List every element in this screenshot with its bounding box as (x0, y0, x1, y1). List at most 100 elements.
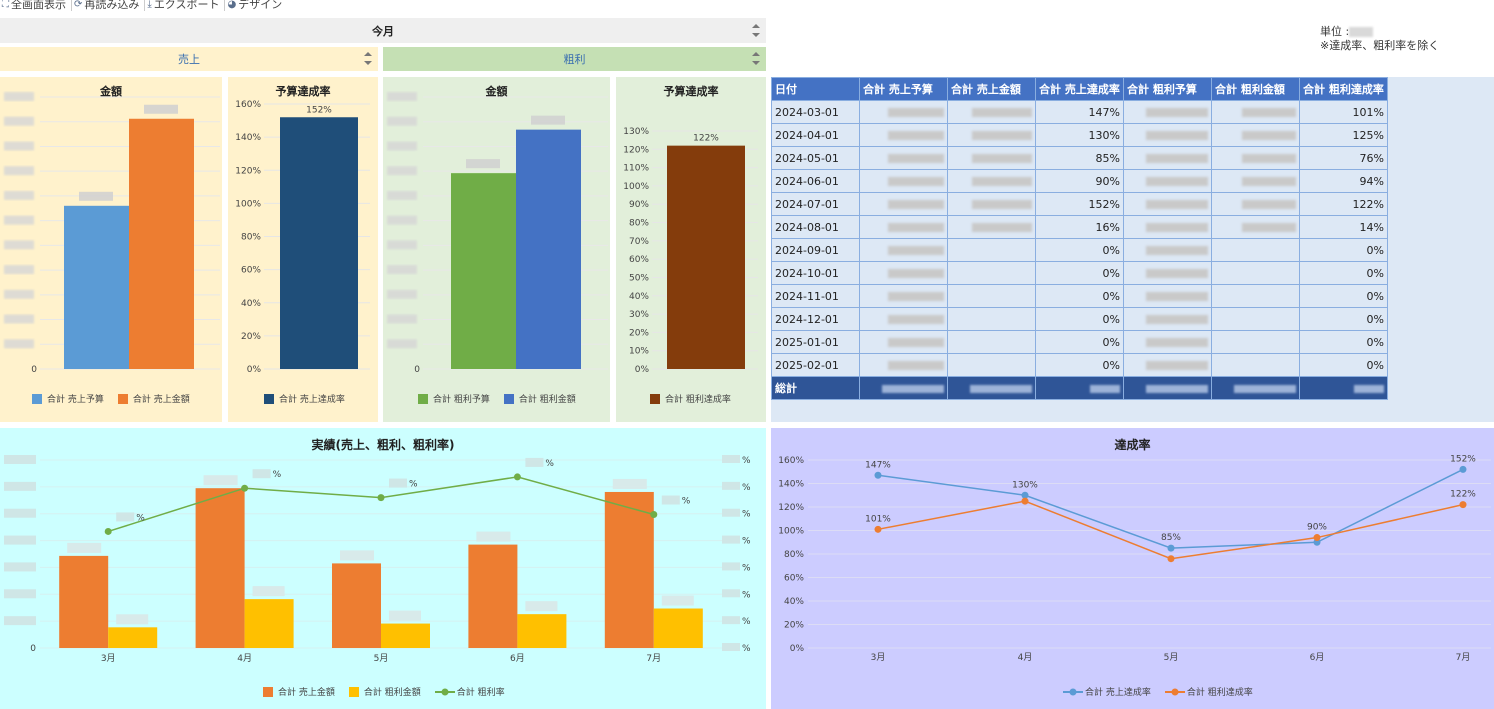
legend-profit-rate[interactable]: 合計 粗利達成率 (650, 392, 731, 405)
y-tick-label: 140% (235, 133, 261, 143)
table-row[interactable]: 2024-12-01 0% 0% (771, 307, 1388, 331)
table-row[interactable]: 2024-04-01 130% 125% (771, 123, 1388, 147)
legend-results-ratio[interactable]: 合計 粗利率 (434, 685, 505, 698)
achievement-point (1459, 501, 1467, 509)
table-cell: 122% (1299, 192, 1388, 216)
table-header-cell[interactable]: 合計 売上達成率 (1035, 77, 1124, 101)
legend-sales-budget[interactable]: 合計 売上予算 (32, 392, 104, 405)
y-tick-label: 80% (629, 219, 649, 229)
table-row[interactable]: 2024-10-01 0% 0% (771, 261, 1388, 285)
table-row[interactable]: 2024-09-01 0% 0% (771, 238, 1388, 262)
bar-label-redacted (612, 478, 647, 489)
table-cell (1211, 238, 1300, 262)
y-tick-label: 110% (623, 164, 649, 174)
legend-ach-profit-label: 合計 粗利達成率 (1186, 688, 1253, 698)
table-cell: 0% (1035, 330, 1124, 354)
sales-spinner[interactable] (363, 52, 372, 65)
table-cell (859, 146, 948, 170)
table-cell (1211, 353, 1300, 377)
table-cell (1211, 307, 1300, 331)
y-tick-label: 30% (629, 310, 649, 320)
reload-button[interactable]: ⟳ 再読み込み (72, 0, 146, 11)
table-cell (859, 353, 948, 377)
refresh-icon: ⟳ (74, 0, 83, 10)
table-row[interactable]: 2024-07-01 152% 122% (771, 192, 1388, 216)
table-row[interactable]: 2025-01-01 0% 0% (771, 330, 1388, 354)
x-tick-label: 4月 (1018, 652, 1033, 663)
legend-results-sales-label: 合計 売上金額 (278, 688, 335, 698)
table-cell: 2024-08-01 (771, 215, 860, 239)
table-header-cell[interactable]: 日付 (771, 77, 860, 101)
table-header-cell[interactable]: 合計 粗利達成率 (1299, 77, 1388, 101)
legend-results-gross[interactable]: 合計 粗利金額 (348, 685, 421, 698)
achievement-chart: 0% 20% 40% 60% 80% 100% 120% 140% 160% 3月 4月 5月 6月 7月… (778, 454, 1491, 663)
table-cell (1123, 169, 1212, 193)
results-legend: 合計 売上金額 合計 粗利金額 合計 粗利率 (263, 685, 505, 698)
table-row[interactable]: 2024-08-01 16% 14% (771, 215, 1388, 239)
y-tick-redacted (4, 562, 36, 572)
y-tick-label: 90% (629, 200, 649, 210)
table-row[interactable]: 2024-06-01 90% 94% (771, 169, 1388, 193)
table-total-cell: 総計 (771, 376, 860, 400)
download-icon: ⤓ (147, 0, 152, 10)
ratio-label-redacted (252, 469, 271, 479)
table-cell: 2024-11-01 (771, 284, 860, 308)
table-header-cell[interactable]: 合計 粗利予算 (1123, 77, 1212, 101)
legend-sales-actual[interactable]: 合計 売上金額 (117, 392, 190, 405)
table-cell: 85% (1035, 146, 1124, 170)
profit-section-header[interactable]: 粗利 (383, 47, 766, 71)
profit-rate-chart: 0% 10% 20% 30% 40% 50% 60% 70% 80% 90% 100% 110% 120… (623, 127, 758, 375)
y-tick-redacted (4, 508, 36, 518)
table-cell (947, 238, 1036, 262)
sales-section-header[interactable]: 売上 (0, 47, 378, 71)
legend-profit-actual[interactable]: 合計 粗利金額 (503, 392, 576, 405)
table-cell (1211, 284, 1300, 308)
legend-sales-budget-label: 合計 売上予算 (47, 395, 104, 405)
table-row[interactable]: 2024-03-01 147% 101% (771, 100, 1388, 124)
table-cell (859, 123, 948, 147)
table-row[interactable]: 2024-11-01 0% 0% (771, 284, 1388, 308)
table-row[interactable]: 2025-02-01 0% 0% (771, 353, 1388, 377)
legend-profit-budget[interactable]: 合計 粗利予算 (418, 392, 490, 405)
y-tick-label: 70% (629, 237, 649, 247)
period-selector[interactable]: 今月 (0, 18, 766, 43)
ratio-label-redacted (525, 457, 544, 467)
profit-spinner[interactable] (751, 52, 760, 65)
y-tick-label: 20% (784, 621, 804, 631)
legend-profit-budget-label: 合計 粗利予算 (433, 395, 490, 405)
table-cell (1123, 284, 1212, 308)
gross-bar (108, 627, 158, 648)
table-cell (1211, 330, 1300, 354)
sales-rate-panel: 予算達成率 0% 20% 40% 60% 80% 100% 120% 140% 160% 152%… (228, 77, 378, 422)
table-header-cell[interactable]: 合計 売上金額 (947, 77, 1036, 101)
table-cell (1123, 146, 1212, 170)
table-cell (859, 307, 948, 331)
legend-ach-sales[interactable]: 合計 売上達成率 (1063, 685, 1151, 698)
table-cell (1123, 123, 1212, 147)
profit-rate-title: 予算達成率 (663, 85, 719, 98)
table-cell (1211, 261, 1300, 285)
period-spinner[interactable] (751, 24, 760, 37)
legend-ach-profit[interactable]: 合計 粗利達成率 (1164, 685, 1253, 698)
fullscreen-button[interactable]: ⛶ 全画面表示 (0, 0, 72, 11)
x-tick-label: 6月 (1310, 652, 1325, 663)
design-button[interactable]: ◕ デザイン (225, 0, 287, 11)
results-chart: %%%%%%%% 0 3月 4月 5月 6月 7月%%%%% (4, 455, 751, 664)
y2-tick-redacted (722, 562, 740, 571)
table-cell: 2025-02-01 (771, 353, 860, 377)
table-cell (859, 238, 948, 262)
table-header-cell[interactable]: 合計 粗利金額 (1211, 77, 1300, 101)
table-cell (1123, 353, 1212, 377)
legend-sales-actual-label: 合計 売上金額 (132, 395, 190, 405)
profit-amount-panel: 金額 0 合計 粗利予算 合計 粗利金額 (383, 77, 610, 422)
x-tick-label: 7月 (1456, 652, 1471, 663)
legend-sales-rate[interactable]: 合計 売上達成率 (264, 392, 345, 405)
y2-tick-label: % (742, 563, 751, 573)
table-header-cell[interactable]: 合計 売上予算 (859, 77, 948, 101)
rate-bar (280, 117, 358, 369)
table-row[interactable]: 2024-05-01 85% 76% (771, 146, 1388, 170)
table-cell: 14% (1299, 215, 1388, 239)
table-cell: 101% (1299, 100, 1388, 124)
export-button[interactable]: ⤓ エクスポート (145, 0, 226, 11)
legend-results-sales[interactable]: 合計 売上金額 (263, 685, 335, 698)
